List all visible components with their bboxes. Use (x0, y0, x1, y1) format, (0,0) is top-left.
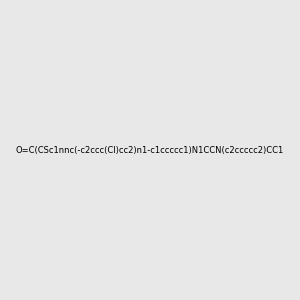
Text: O=C(CSc1nnc(-c2ccc(Cl)cc2)n1-c1ccccc1)N1CCN(c2ccccc2)CC1: O=C(CSc1nnc(-c2ccc(Cl)cc2)n1-c1ccccc1)N1… (16, 146, 284, 154)
